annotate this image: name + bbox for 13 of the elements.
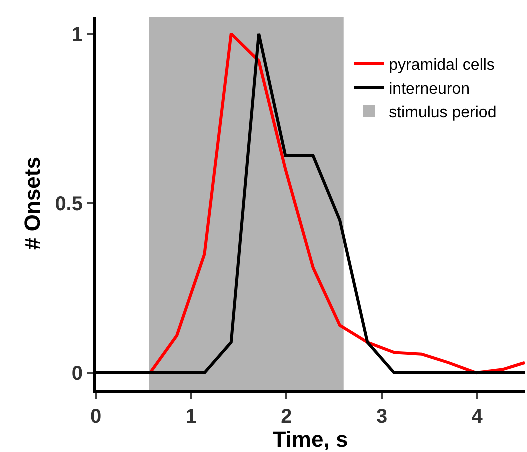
y-tick-label: 0 (72, 363, 83, 386)
legend-label: pyramidal cells (389, 56, 495, 74)
legend-label: interneuron (389, 80, 470, 98)
y-tick-label: 0.5 (55, 194, 83, 216)
band-label: stimulus period (389, 104, 497, 122)
x-tick-label: 2 (281, 406, 292, 428)
y-axis-title: # Onsets (20, 157, 45, 250)
y-tick-label: 1 (72, 24, 83, 46)
x-tick-label: 4 (472, 406, 484, 428)
x-tick-label: 0 (90, 406, 102, 428)
x-tick-label: 3 (376, 406, 388, 428)
x-tick-label: 1 (186, 406, 197, 428)
x-axis-title: Time, s (272, 427, 348, 452)
